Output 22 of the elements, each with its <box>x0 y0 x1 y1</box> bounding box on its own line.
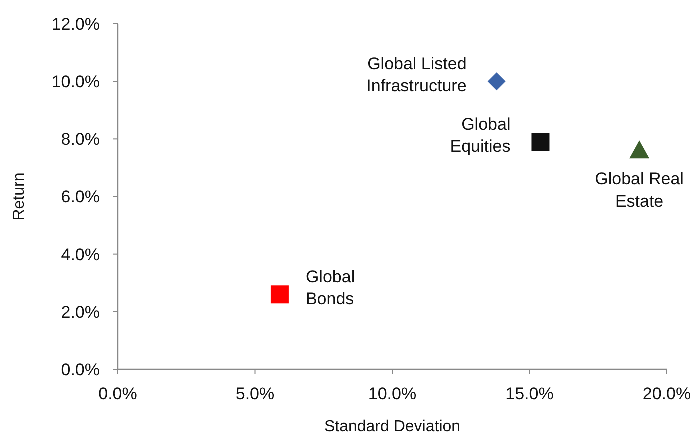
x-tick-label: 0.0% <box>98 384 138 404</box>
y-tick-label: 2.0% <box>61 302 100 322</box>
series-label: Global Real Estate <box>595 170 684 211</box>
y-axis-title: Return <box>11 172 28 221</box>
x-axis-title: Standard Deviation <box>324 418 461 435</box>
point <box>630 140 650 159</box>
x-tick-label: 20.0% <box>642 384 692 404</box>
point <box>488 72 506 91</box>
y-tick-label: 6.0% <box>61 188 100 207</box>
y-tick-label: 0.0% <box>61 360 100 380</box>
point <box>270 286 289 304</box>
point <box>532 133 550 152</box>
x-tick-label: 15.0% <box>506 384 554 404</box>
x-tick-label: 10.0% <box>368 384 417 404</box>
y-tick-label: 12.0% <box>52 14 100 34</box>
series-label: Global Bonds <box>306 268 356 309</box>
y-tick-label: 8.0% <box>61 130 100 150</box>
x-tick-label: 5.0% <box>236 384 275 404</box>
series-label: Global Equities <box>450 115 511 156</box>
series-label: Global Listed Infrastructure <box>366 54 467 96</box>
y-tick-label: 4.0% <box>61 245 100 264</box>
y-tick-label: 10.0% <box>52 72 100 92</box>
